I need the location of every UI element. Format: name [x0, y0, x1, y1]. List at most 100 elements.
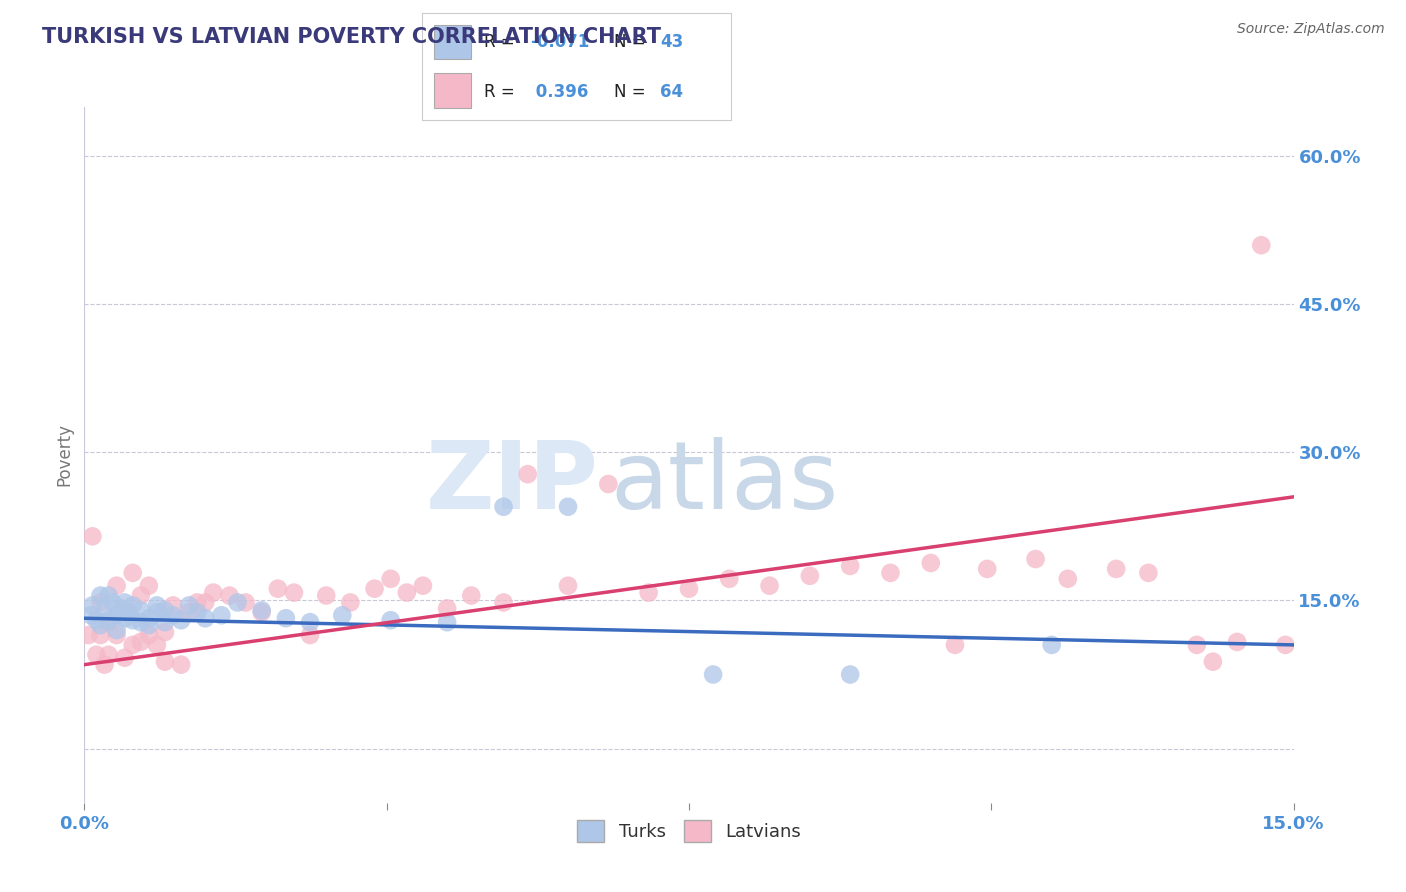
Point	[315, 589, 337, 603]
Point	[799, 569, 821, 583]
Text: Source: ZipAtlas.com: Source: ZipAtlas.com	[1237, 22, 1385, 37]
Point	[138, 628, 160, 642]
Point	[93, 657, 115, 672]
Point	[283, 585, 305, 599]
Point	[89, 595, 111, 609]
Point	[110, 601, 132, 615]
Point	[839, 667, 862, 681]
Point	[202, 585, 225, 599]
Point	[879, 566, 901, 580]
Legend: Turks, Latvians: Turks, Latvians	[569, 813, 808, 849]
Point	[1202, 655, 1225, 669]
Point	[274, 611, 297, 625]
Point	[412, 579, 434, 593]
Point	[250, 605, 273, 619]
Point	[162, 608, 184, 623]
Text: 43: 43	[659, 33, 683, 51]
Y-axis label: Poverty: Poverty	[55, 424, 73, 486]
Point	[105, 623, 128, 637]
Point	[105, 628, 128, 642]
FancyBboxPatch shape	[434, 73, 471, 108]
Point	[105, 608, 128, 623]
Point	[1137, 566, 1160, 580]
Point	[363, 582, 385, 596]
Text: R =: R =	[484, 83, 520, 101]
Point	[1250, 238, 1272, 252]
Point	[678, 582, 700, 596]
Point	[250, 603, 273, 617]
Point	[121, 566, 143, 580]
Point	[129, 635, 152, 649]
Point	[460, 589, 482, 603]
Point	[1040, 638, 1063, 652]
Text: R =: R =	[484, 33, 520, 51]
Point	[121, 613, 143, 627]
Point	[93, 603, 115, 617]
Point	[89, 618, 111, 632]
Text: 64: 64	[659, 83, 683, 101]
Point	[557, 500, 579, 514]
Point	[267, 582, 290, 596]
Point	[89, 589, 111, 603]
Point	[121, 638, 143, 652]
Point	[186, 605, 208, 619]
Point	[218, 589, 240, 603]
Point	[598, 477, 620, 491]
Point	[101, 595, 124, 609]
Point	[436, 601, 458, 615]
Point	[339, 595, 361, 609]
Point	[114, 650, 136, 665]
Text: TURKISH VS LATVIAN POVERTY CORRELATION CHART: TURKISH VS LATVIAN POVERTY CORRELATION C…	[42, 27, 661, 46]
Point	[1226, 635, 1249, 649]
Point	[976, 562, 998, 576]
Point	[516, 467, 538, 482]
Point	[492, 595, 515, 609]
Text: -0.071: -0.071	[530, 33, 589, 51]
Point	[702, 667, 724, 681]
Point	[194, 595, 217, 609]
Point	[179, 605, 201, 619]
Point	[153, 603, 176, 617]
Text: atlas: atlas	[610, 437, 838, 529]
Point	[299, 615, 322, 630]
Point	[299, 628, 322, 642]
Point	[77, 628, 100, 642]
Point	[557, 579, 579, 593]
Point	[170, 613, 193, 627]
Point	[82, 529, 104, 543]
Point	[114, 605, 136, 619]
Point	[86, 613, 108, 627]
Point	[194, 611, 217, 625]
Point	[1025, 552, 1047, 566]
Text: 0.396: 0.396	[530, 83, 589, 101]
Point	[146, 638, 169, 652]
Point	[121, 599, 143, 613]
Point	[637, 585, 659, 599]
Point	[105, 579, 128, 593]
Point	[129, 603, 152, 617]
Point	[1185, 638, 1208, 652]
Point	[718, 572, 741, 586]
Point	[97, 648, 120, 662]
Point	[179, 599, 201, 613]
Point	[436, 615, 458, 630]
Point	[330, 608, 353, 623]
Point	[146, 605, 169, 619]
Point	[86, 648, 108, 662]
Point	[226, 595, 249, 609]
Point	[1274, 638, 1296, 652]
Point	[82, 599, 104, 613]
Point	[129, 589, 152, 603]
Point	[380, 613, 402, 627]
Text: N =: N =	[613, 83, 651, 101]
Point	[162, 599, 184, 613]
Point	[920, 556, 942, 570]
Point	[170, 657, 193, 672]
FancyBboxPatch shape	[434, 25, 471, 60]
Point	[1105, 562, 1128, 576]
Point	[138, 611, 160, 625]
Point	[758, 579, 780, 593]
Point	[89, 628, 111, 642]
Point	[80, 608, 103, 623]
Point	[97, 613, 120, 627]
